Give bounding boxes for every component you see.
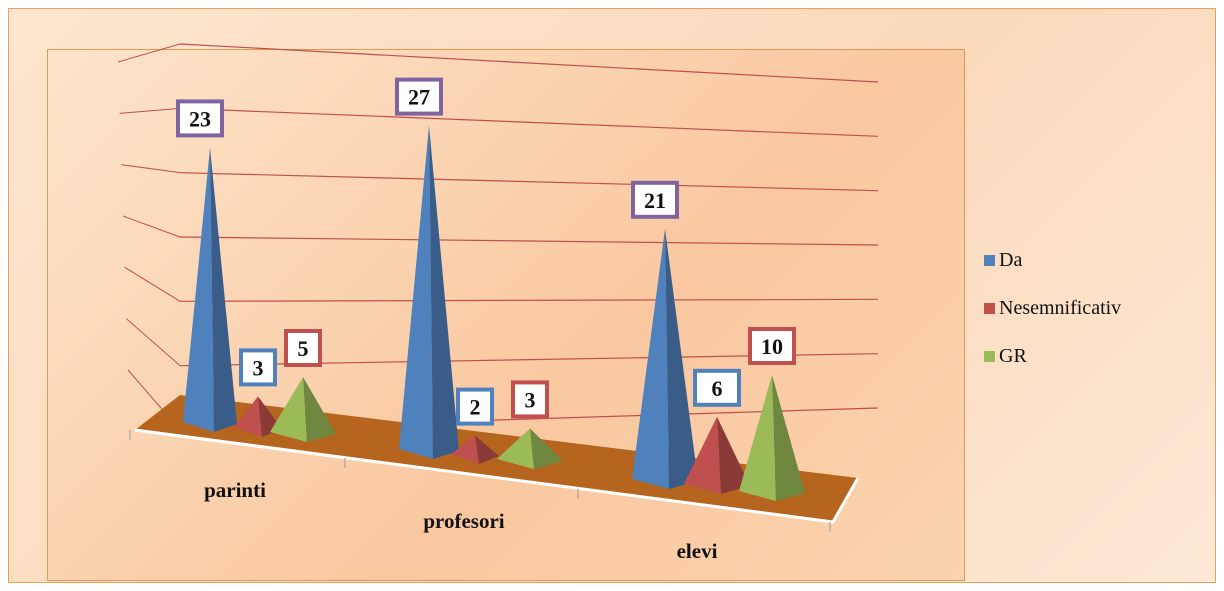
svg-text:3: 3	[525, 387, 536, 412]
svg-text:21: 21	[644, 188, 666, 213]
legend-label-da: Da	[999, 248, 1023, 271]
pyramid-da-elevi	[632, 228, 698, 490]
gridline	[179, 172, 879, 192]
legend-label-nesemnificativ: Nesemnificativ	[999, 296, 1122, 319]
svg-text:3: 3	[253, 355, 264, 380]
legend-item-gr: GR	[984, 344, 1121, 368]
gridline-side	[119, 107, 181, 114]
svg-text:27: 27	[408, 85, 430, 110]
pyramid-gr-profesori	[497, 428, 563, 469]
data-label: 3	[239, 348, 277, 387]
gridline-side	[117, 43, 181, 63]
chart-area	[8, 8, 1216, 583]
data-label: 10	[748, 327, 796, 365]
pyramid-da-parinti	[183, 147, 237, 432]
svg-text:2: 2	[470, 395, 481, 420]
svg-text:23: 23	[189, 106, 211, 131]
legend-swatch-nesemnificativ	[984, 302, 995, 314]
floor-edge	[134, 428, 860, 524]
pyramid-da-profesori	[399, 125, 459, 459]
data-label: 2	[456, 387, 494, 426]
data-label: 27	[395, 77, 443, 116]
pyramid-nesemnificativ-elevi	[684, 416, 750, 494]
x-tick-label: parinti	[204, 478, 266, 502]
data-label: 5	[284, 329, 322, 367]
gridline	[179, 236, 879, 246]
data-label: 23	[176, 99, 224, 138]
x-tick-label: profesori	[423, 509, 504, 533]
svg-text:10: 10	[761, 334, 783, 359]
gridline-side	[126, 318, 181, 367]
pyramid-gr-parinti	[270, 377, 336, 442]
gridline-side	[122, 215, 181, 238]
data-label: 3	[511, 380, 549, 419]
svg-text:6: 6	[712, 376, 723, 401]
data-label: 6	[693, 368, 741, 407]
gridline-side	[124, 266, 181, 302]
legend-swatch-gr	[984, 350, 995, 362]
legend-item-da: Da	[984, 248, 1121, 272]
gridline	[179, 107, 879, 137]
legend: Da Nesemnificativ GR	[984, 248, 1121, 392]
pyramid-gr-elevi	[739, 375, 805, 501]
data-label: 21	[631, 180, 679, 219]
svg-text:5: 5	[298, 336, 309, 361]
pyramid-nesemnificativ-profesori	[451, 435, 499, 464]
gridline-side	[121, 164, 181, 174]
legend-item-nesemnificativ: Nesemnificativ	[984, 296, 1121, 320]
gridline	[179, 298, 879, 302]
gridline	[179, 43, 879, 83]
x-tick-label: elevi	[677, 539, 718, 563]
legend-swatch-da	[984, 254, 995, 266]
legend-label-gr: GR	[999, 344, 1027, 367]
